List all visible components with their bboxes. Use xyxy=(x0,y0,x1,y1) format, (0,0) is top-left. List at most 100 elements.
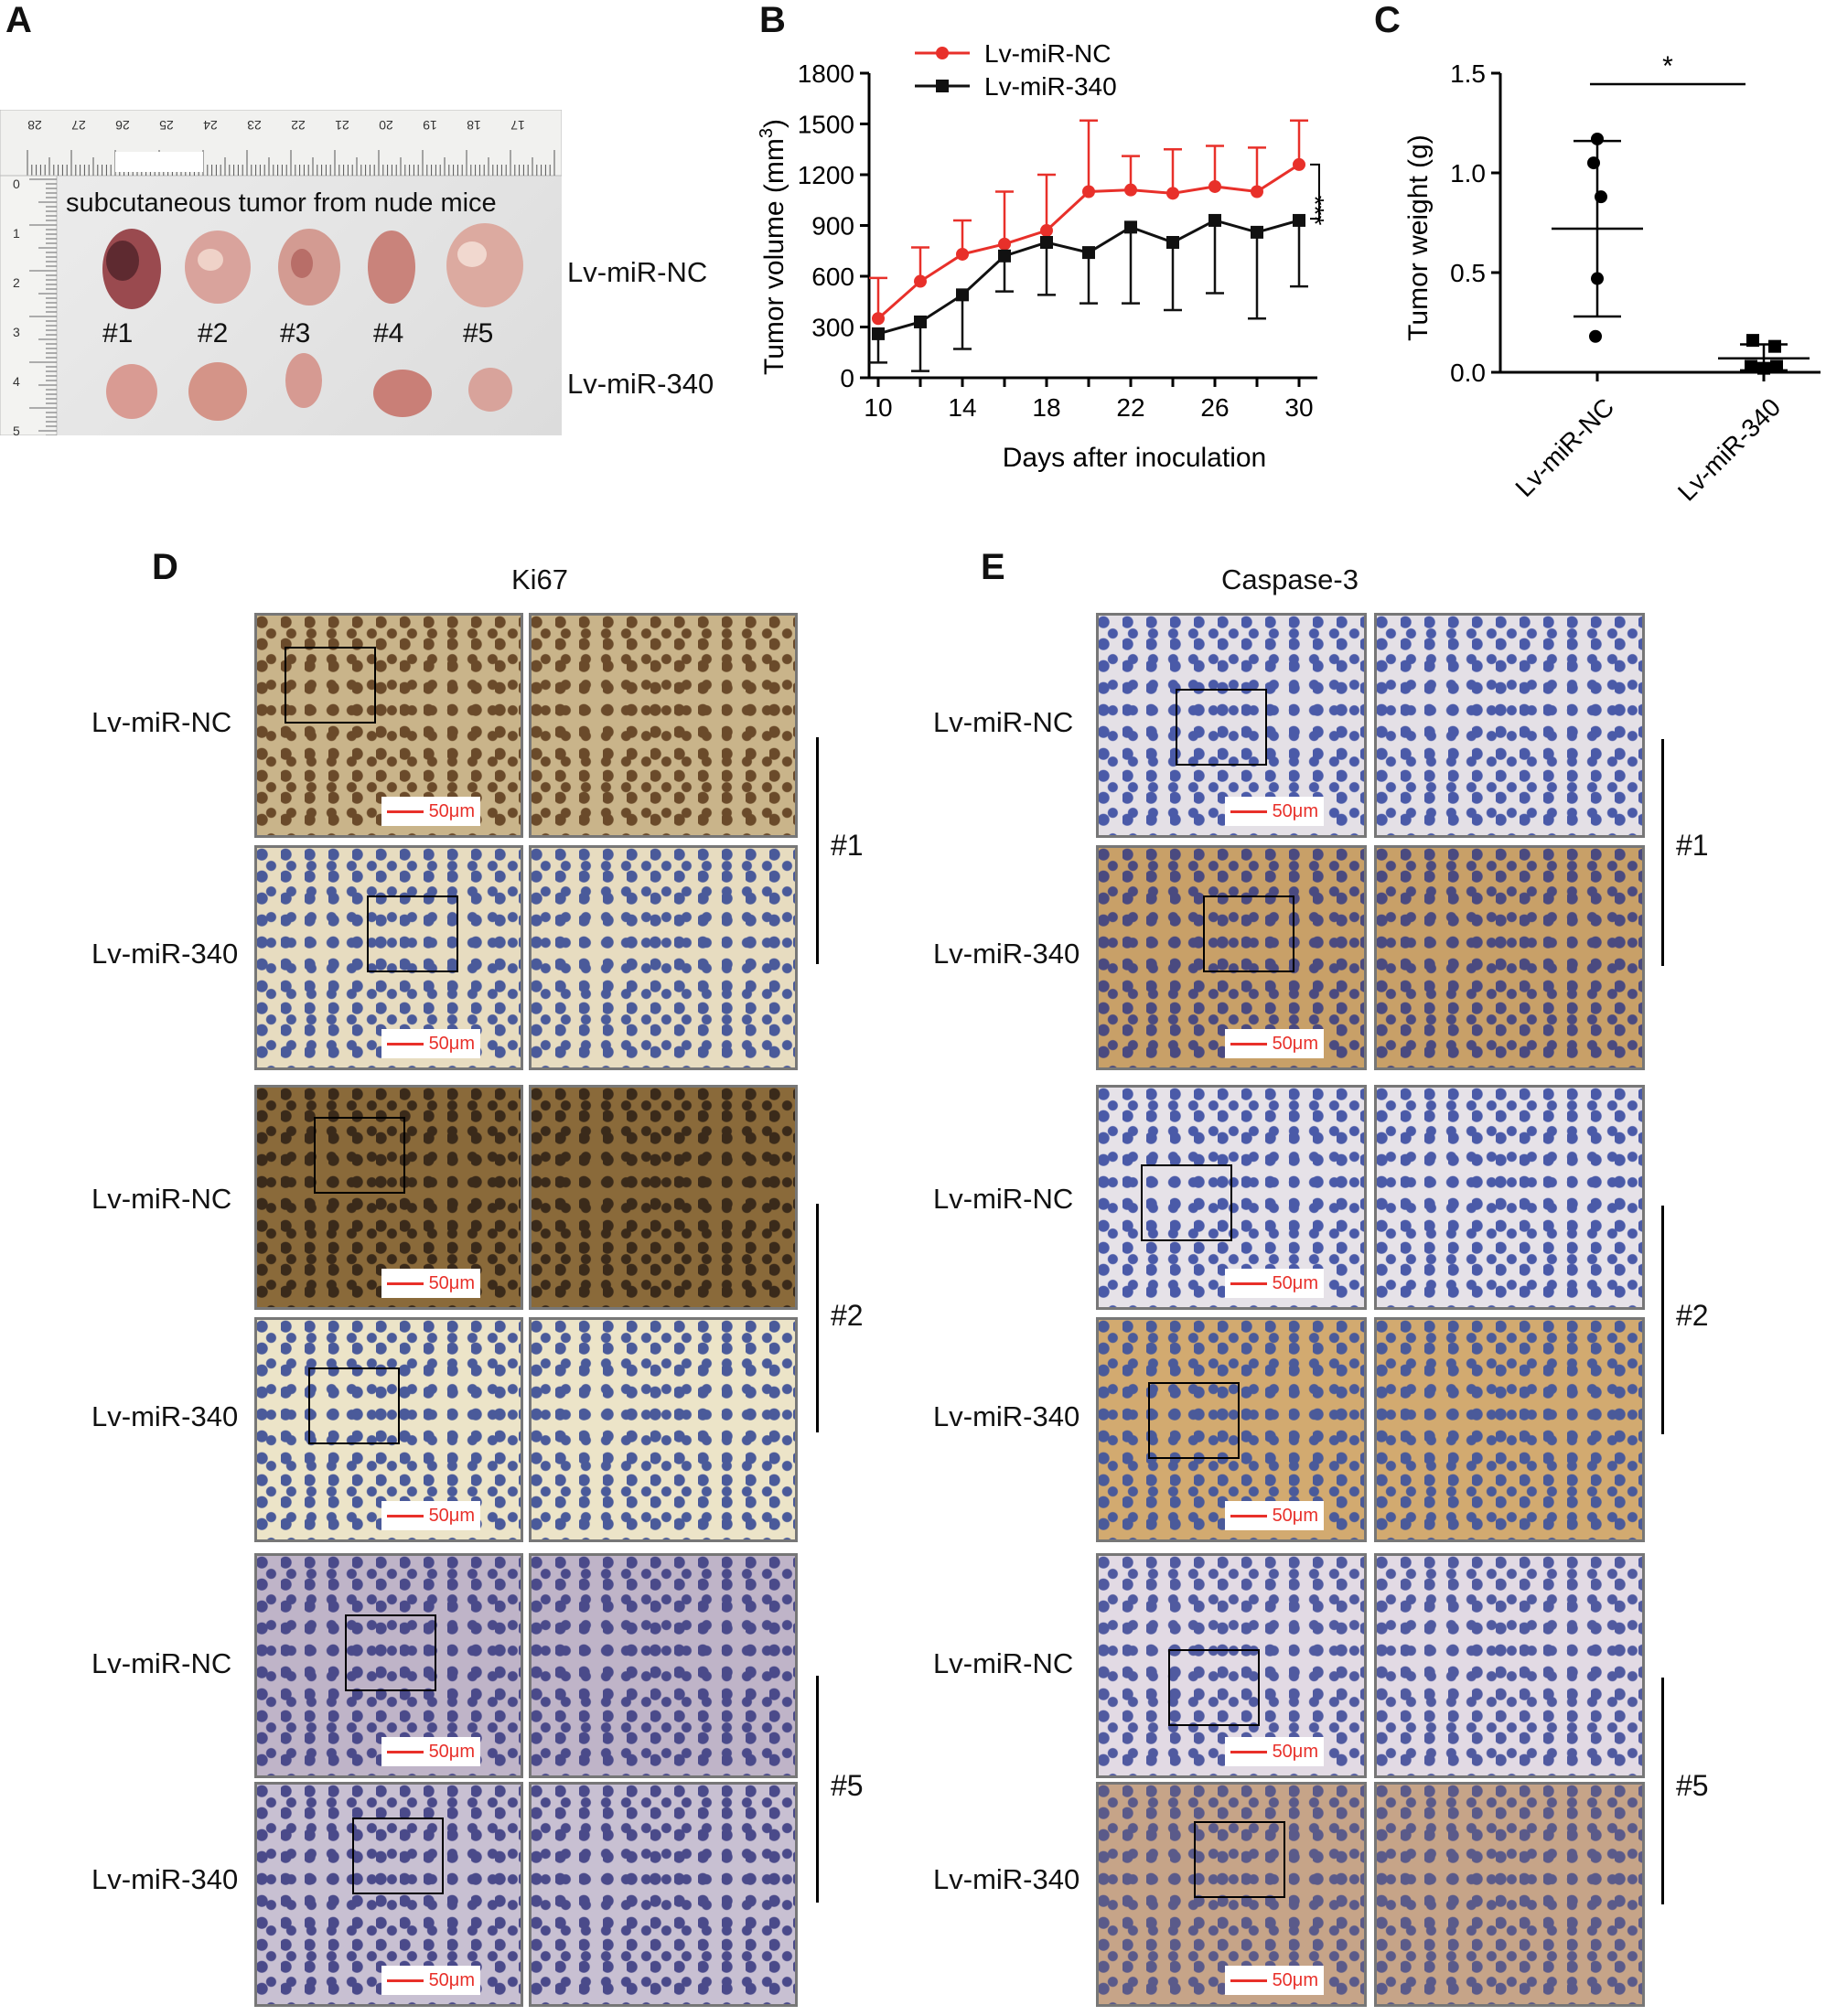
scale-bar-line xyxy=(386,1750,424,1753)
tumor-volume-series xyxy=(869,119,1308,372)
tumor-row-nc xyxy=(102,223,523,309)
scale-bar: 50μm xyxy=(381,1966,480,1995)
caspase-overview-3: 50μm xyxy=(1096,1317,1367,1542)
tumor-id-3: #3 xyxy=(280,318,311,349)
group-nc xyxy=(1552,132,1643,343)
ihc-row-label-ki-1: Lv-miR-340 xyxy=(91,938,239,970)
ihc-row-label-ca-4: Lv-miR-NC xyxy=(933,1647,1074,1679)
tumor-id-2: #2 xyxy=(198,318,229,349)
pair-marker-ca-1: #2 xyxy=(1676,1299,1709,1332)
tumor-volume-significance: *** xyxy=(1301,196,1329,226)
scale-bar: 50μm xyxy=(381,1269,480,1298)
caspase-zoom-2 xyxy=(1374,1085,1645,1310)
legend-label: Lv-miR-NC xyxy=(984,39,1111,68)
ruler-top-label: 24 xyxy=(203,118,218,133)
data-point xyxy=(1251,185,1263,198)
ruler-side-label: 3 xyxy=(13,325,20,339)
ruler-side-label: 4 xyxy=(13,374,20,389)
caspase-zoom-0 xyxy=(1374,613,1645,838)
ruler-top-label: 21 xyxy=(335,118,349,133)
tumor-340-5 xyxy=(468,368,512,412)
significance-bracket xyxy=(1310,163,1320,220)
tumor-id-5: #5 xyxy=(463,318,494,349)
scale-bar: 50μm xyxy=(381,1029,480,1058)
x-tick-label: 18 xyxy=(1032,393,1060,422)
ihc-row-label-ca-1: Lv-miR-340 xyxy=(933,938,1080,970)
data-point xyxy=(1124,220,1137,234)
scale-bar-label: 50μm xyxy=(1272,1033,1318,1054)
scale-bar: 50μm xyxy=(381,1501,480,1530)
ruler-top-label: 25 xyxy=(159,118,174,133)
x-tick-label: 14 xyxy=(948,393,976,422)
ki67-zoom-0 xyxy=(529,613,798,838)
caspase-zoom-4 xyxy=(1374,1553,1645,1778)
data-point xyxy=(1166,236,1179,249)
scale-bar-label: 50μm xyxy=(1272,1272,1318,1293)
ki67-overview-2: 50μm xyxy=(254,1085,523,1310)
photo-group-340: Lv-miR-340 xyxy=(567,368,714,400)
ihc-row-label-ki-4: Lv-miR-NC xyxy=(91,1647,232,1679)
x-tick-label: Lv-miR-340 xyxy=(1672,392,1786,506)
tumor-volume-legend: Lv-miR-NC Lv-miR-340 xyxy=(915,39,1117,101)
zoom-box xyxy=(308,1367,400,1444)
data-point xyxy=(1746,334,1759,348)
panel-label-e: E xyxy=(981,547,1005,587)
data-point xyxy=(914,274,927,288)
caspase-overview-5: 50μm xyxy=(1096,1782,1367,2007)
data-point xyxy=(1591,272,1604,285)
ihc-row-label-ca-3: Lv-miR-340 xyxy=(933,1400,1080,1432)
ihc-row-label-ca-5: Lv-miR-340 xyxy=(933,1863,1080,1895)
caspase-zoom-3 xyxy=(1374,1317,1645,1542)
tumor-id-1: #1 xyxy=(102,318,134,349)
scale-bar-label: 50μm xyxy=(428,1033,475,1054)
series-340 xyxy=(869,213,1308,372)
scale-bar-line xyxy=(386,1042,424,1046)
data-point xyxy=(1757,361,1770,375)
scale-bar-line xyxy=(1230,1514,1267,1517)
legend-marker xyxy=(936,80,949,92)
tumor-volume-axes: 0 300 600 900 1200 1500 1800 10 14 18 22 26 30 xyxy=(798,59,1320,422)
pair-line-ca-0 xyxy=(1661,739,1664,966)
y-tick-label: 1800 xyxy=(798,59,854,88)
scale-bar-label: 50μm xyxy=(1272,1969,1318,1990)
tumor-weight-points xyxy=(1552,132,1810,375)
x-tick-label: Lv-miR-NC xyxy=(1509,392,1619,502)
y-tick-label: 0 xyxy=(840,364,854,392)
caspase-overview-4: 50μm xyxy=(1096,1553,1367,1778)
data-point xyxy=(956,288,969,302)
pair-line-ca-1 xyxy=(1661,1206,1664,1434)
panel-label-c: C xyxy=(1374,0,1401,40)
x-tick-label: 22 xyxy=(1116,393,1144,422)
scale-bar-label: 50μm xyxy=(428,800,475,821)
y-tick-label: 0.0 xyxy=(1450,359,1486,387)
scale-bar-label: 50μm xyxy=(1272,1741,1318,1762)
ihc-row-label-ki-3: Lv-miR-340 xyxy=(91,1400,239,1432)
y-tick-label: 300 xyxy=(811,314,854,342)
data-point xyxy=(1293,213,1305,227)
ki67-overview-5: 50μm xyxy=(254,1782,523,2007)
ruler-side-label: 2 xyxy=(13,275,20,290)
ki67-title: Ki67 xyxy=(510,563,569,595)
ruler-top-labels: 28 27 26 25 24 23 22 21 20 19 18 17 xyxy=(27,118,525,133)
caspase-title: Caspase-3 xyxy=(1221,563,1359,595)
ki67-zoom-3 xyxy=(529,1317,798,1542)
tumor-id-4: #4 xyxy=(373,318,404,349)
ruler-top-label: 19 xyxy=(423,118,437,133)
group-340 xyxy=(1718,334,1810,375)
ihc-row-label-ki-2: Lv-miR-NC xyxy=(91,1183,232,1215)
scale-bar: 50μm xyxy=(1224,1737,1324,1766)
scale-bar-label: 50μm xyxy=(1272,800,1318,821)
y-tick-label: 1.0 xyxy=(1450,159,1486,188)
ki67-zoom-1 xyxy=(529,845,798,1070)
y-tick-label: 1200 xyxy=(798,161,854,189)
tumor-volume-ylabel: Tumor volume (mm3) xyxy=(757,119,789,375)
y-tick-label: 900 xyxy=(811,212,854,241)
data-point xyxy=(1124,183,1137,197)
data-point xyxy=(1208,213,1221,227)
scale-bar-line xyxy=(386,1281,424,1285)
zoom-box xyxy=(1168,1649,1260,1726)
zoom-box xyxy=(1194,1821,1285,1898)
ki67-overview-3: 50μm xyxy=(254,1317,523,1542)
